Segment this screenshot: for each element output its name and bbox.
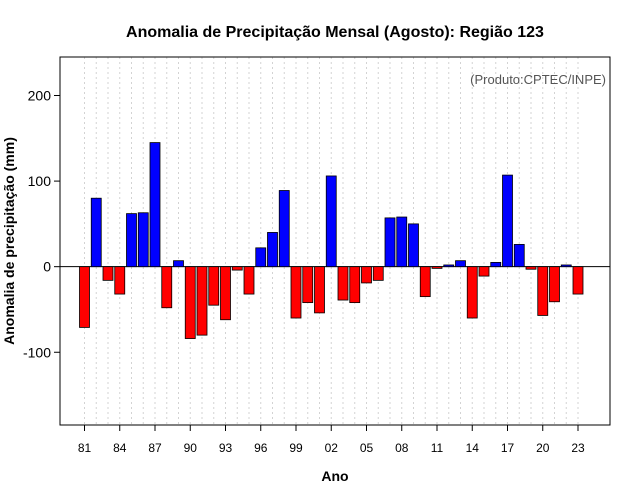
plot-frame xyxy=(59,56,611,426)
bar-1990 xyxy=(184,266,196,339)
y-axis-title: Anomalia de precipitação (mm) xyxy=(1,137,17,345)
x-tick-label: 87 xyxy=(148,441,162,455)
bar-2002 xyxy=(325,175,337,268)
bar-2014 xyxy=(466,266,478,319)
x-tick-label: 81 xyxy=(78,441,92,455)
bar-2004 xyxy=(349,266,361,304)
bar-2011 xyxy=(431,266,443,269)
bar-2013 xyxy=(455,260,466,268)
bar-1998 xyxy=(278,190,290,268)
bar-1988 xyxy=(161,266,173,309)
y-tick-label: -100 xyxy=(23,344,51,360)
x-tick-label: 08 xyxy=(395,441,409,455)
bar-2023 xyxy=(572,266,584,295)
bar-1984 xyxy=(114,266,126,295)
y-tick-label: 200 xyxy=(28,88,52,104)
bar-2009 xyxy=(408,223,419,268)
x-tick-label: 90 xyxy=(184,441,198,455)
bar-2001 xyxy=(314,266,325,314)
x-axis-title: Ano xyxy=(321,468,348,484)
bar-2008 xyxy=(396,216,408,268)
credit-label: (Produto:CPTEC/INPE) xyxy=(470,72,606,87)
bar-1981 xyxy=(79,266,90,328)
bar-2007 xyxy=(384,217,396,268)
bar-2017 xyxy=(502,174,513,268)
bar-2022 xyxy=(560,264,572,268)
x-tick-label: 14 xyxy=(466,441,480,455)
bar-2005 xyxy=(361,266,372,284)
bar-2019 xyxy=(525,266,537,270)
bar-2020 xyxy=(537,266,549,316)
bar-1986 xyxy=(137,212,149,268)
bar-2016 xyxy=(490,261,502,268)
bar-1983 xyxy=(102,266,114,281)
x-tick-label: 99 xyxy=(289,441,303,455)
bars xyxy=(79,142,584,339)
bar-2003 xyxy=(337,266,349,301)
x-tick-label: 05 xyxy=(360,441,374,455)
bar-1997 xyxy=(267,232,278,268)
y-axis: -100 0 100 200 xyxy=(23,88,60,360)
x-tick-label: 23 xyxy=(571,441,585,455)
bar-2021 xyxy=(549,266,560,303)
bar-1991 xyxy=(196,266,208,336)
bar-1994 xyxy=(231,266,243,271)
x-tick-label: 93 xyxy=(219,441,233,455)
bar-2010 xyxy=(419,266,431,298)
bar-2018 xyxy=(513,244,525,268)
bar-1996 xyxy=(255,247,267,268)
bar-2000 xyxy=(302,266,314,304)
x-axis: 81 84 87 90 93 96 99 02 05 08 11 14 17 20 23 xyxy=(78,425,585,455)
bar-1985 xyxy=(126,213,137,268)
bar-1989 xyxy=(173,260,184,268)
bar-1992 xyxy=(208,266,220,306)
bar-1987 xyxy=(149,142,161,268)
bar-2012 xyxy=(443,264,455,268)
x-tick-label: 02 xyxy=(325,441,339,455)
bar-1982 xyxy=(90,197,102,268)
x-tick-label: 11 xyxy=(431,441,444,455)
x-tick-label: 96 xyxy=(254,441,268,455)
bar-1995 xyxy=(243,266,255,295)
bar-2006 xyxy=(372,266,384,281)
grid-lines xyxy=(84,57,579,425)
x-tick-label: 84 xyxy=(113,441,127,455)
x-tick-label: 17 xyxy=(501,441,515,455)
y-tick-label: 0 xyxy=(43,259,51,275)
chart-title: Anomalia de Precipitação Mensal (Agosto)… xyxy=(126,24,544,41)
x-tick-label: 20 xyxy=(536,441,550,455)
bar-1993 xyxy=(220,266,231,321)
y-tick-label: 100 xyxy=(28,173,52,189)
bar-1999 xyxy=(290,266,302,319)
bar-2015 xyxy=(478,266,490,277)
